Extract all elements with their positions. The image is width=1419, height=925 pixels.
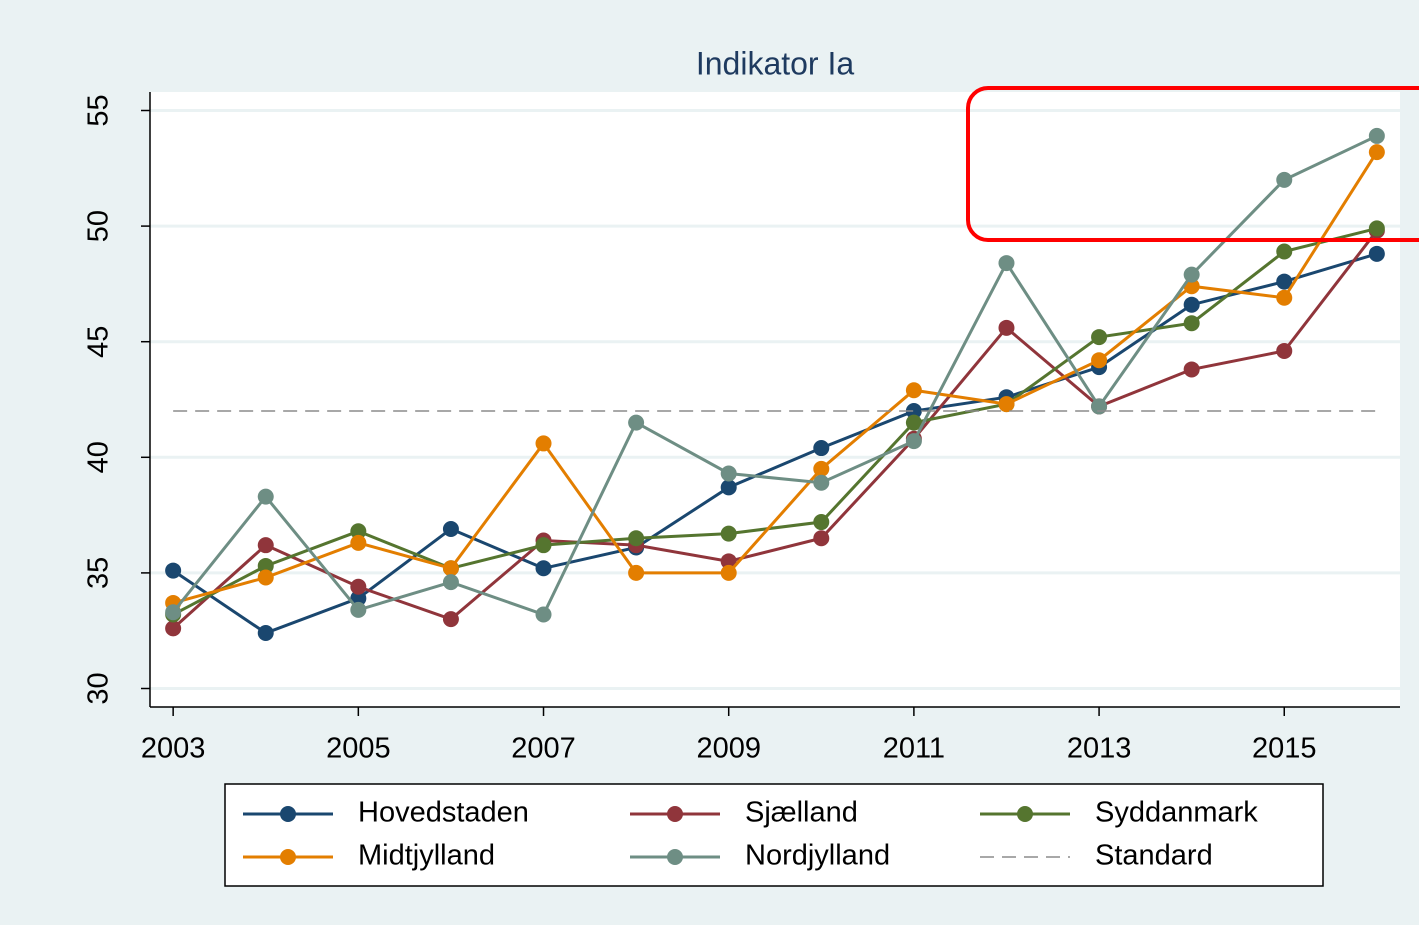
- legend-label: Midtjylland: [358, 840, 495, 872]
- point: [1276, 342, 1293, 359]
- y-tick-label: 50: [83, 210, 115, 242]
- point: [905, 403, 922, 420]
- point: [1091, 329, 1108, 346]
- point: [720, 525, 737, 542]
- point: [257, 569, 274, 586]
- legend-label: Syddanmark: [1095, 797, 1258, 829]
- x-tick-label: 2009: [696, 733, 761, 765]
- point: [257, 488, 274, 505]
- point: [535, 537, 552, 554]
- point: [628, 414, 645, 431]
- legend-marker: [280, 806, 296, 822]
- point: [813, 460, 830, 477]
- point: [628, 530, 645, 547]
- point: [1276, 243, 1293, 260]
- point: [1183, 361, 1200, 378]
- y-tick-label: 30: [83, 672, 115, 704]
- grid: 30 35 40 45 50 55 2003 2005 2007 2009 2011 2013 2015: [83, 94, 1400, 765]
- point: [905, 433, 922, 450]
- point: [350, 601, 367, 618]
- legend-marker: [1017, 806, 1033, 822]
- point: [813, 530, 830, 547]
- point: [535, 606, 552, 623]
- series-line: [172, 229, 1379, 630]
- legend-marker: [667, 849, 683, 865]
- point: [998, 319, 1015, 336]
- point: [1091, 352, 1108, 369]
- point: [1368, 127, 1385, 144]
- point: [1368, 220, 1385, 237]
- point: [720, 465, 737, 482]
- series-line: [172, 252, 1378, 635]
- x-tick-label: 2003: [141, 733, 206, 765]
- point: [442, 520, 459, 537]
- highlight-box: [966, 86, 1419, 242]
- point: [257, 557, 274, 574]
- point: [350, 523, 367, 540]
- point: [1183, 296, 1200, 313]
- point: [165, 562, 182, 579]
- y-tick-label: 35: [83, 557, 115, 589]
- point: [1368, 245, 1385, 262]
- point: [442, 574, 459, 591]
- point: [442, 560, 459, 577]
- point: [1276, 171, 1293, 188]
- legend-marker: [280, 849, 296, 865]
- point: [813, 440, 830, 457]
- point: [442, 611, 459, 628]
- point: [628, 564, 645, 581]
- legend-items: Hovedstaden Sjælland Syddanmark Midtjylland…: [243, 797, 1258, 872]
- point: [998, 255, 1015, 272]
- legend: [224, 783, 1324, 887]
- point: [350, 590, 367, 607]
- point: [535, 560, 552, 577]
- point: [720, 479, 737, 496]
- plot-area: [150, 92, 1400, 707]
- point: [813, 474, 830, 491]
- point: [1183, 315, 1200, 332]
- point: [720, 564, 737, 581]
- chart-title: Indikator Ia: [696, 45, 855, 81]
- point: [720, 553, 737, 570]
- point: [165, 620, 182, 637]
- point: [905, 414, 922, 431]
- point: [1276, 273, 1293, 290]
- x-tick-label: 2015: [1252, 733, 1317, 765]
- legend-marker: [667, 806, 683, 822]
- point: [165, 604, 182, 621]
- x-tick-label: 2011: [883, 733, 945, 765]
- point: [350, 578, 367, 595]
- point: [1368, 144, 1385, 161]
- y-tick-label: 40: [83, 441, 115, 473]
- y-tick-label: 55: [83, 94, 115, 126]
- point: [1276, 289, 1293, 306]
- y-tick-label: 45: [83, 326, 115, 358]
- x-tick-label: 2005: [326, 733, 391, 765]
- plot: [165, 127, 1385, 642]
- legend-label: Sjælland: [745, 797, 858, 829]
- point: [813, 514, 830, 531]
- series-line: [171, 134, 1378, 617]
- legend-label: Standard: [1095, 840, 1213, 872]
- point: [905, 382, 922, 399]
- point: [350, 534, 367, 551]
- point: [257, 537, 274, 554]
- series-line: [172, 226, 1378, 616]
- point: [257, 625, 274, 642]
- x-tick-label: 2013: [1067, 733, 1132, 765]
- x-tick-label: 2007: [511, 733, 576, 765]
- legend-label: Nordjylland: [745, 840, 890, 872]
- legend-label: Hovedstaden: [358, 797, 529, 829]
- point: [1091, 398, 1108, 415]
- point: [1183, 266, 1200, 283]
- point: [998, 396, 1015, 413]
- point: [535, 435, 552, 452]
